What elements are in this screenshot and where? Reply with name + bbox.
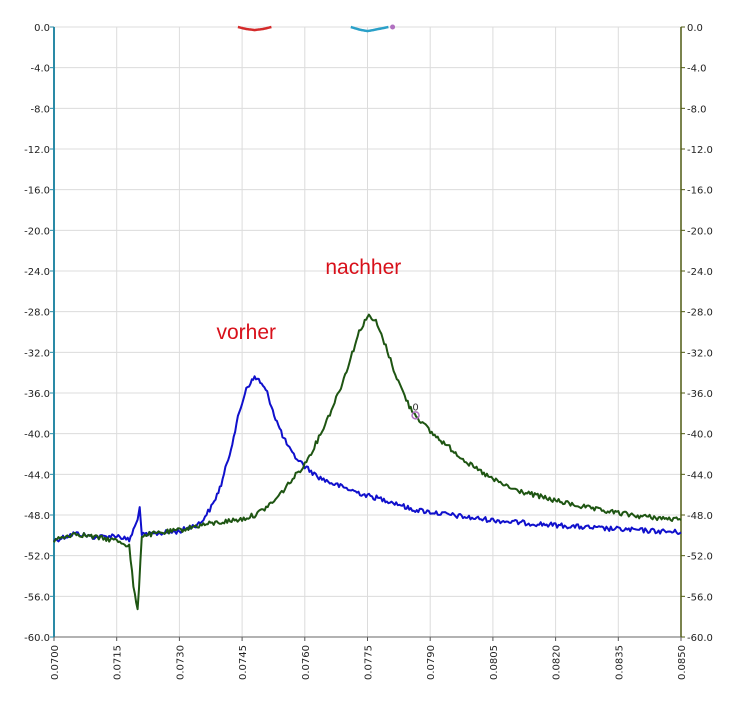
x-tick-label: 0.0760 <box>301 645 312 680</box>
annotation-vorher: vorher <box>217 321 277 344</box>
top-trace-2 <box>350 25 389 33</box>
y-tick-label-right: -32.0 <box>687 348 713 359</box>
y-tick-label-left: -32.0 <box>24 348 50 359</box>
y-tick-label-right: -24.0 <box>687 267 713 278</box>
tick-labels: 0.0 0.0 -4.0 -4.0 -8.0 -8.0 -12.0 -12.0 -16.0 -16… <box>24 23 713 680</box>
y-tick-label-right: -36.0 <box>687 389 713 400</box>
x-tick-label: 0.0745 <box>238 645 249 680</box>
y-tick-label-right: -44.0 <box>687 470 713 481</box>
top-trace-1 <box>237 25 272 32</box>
axes <box>50 26 685 641</box>
y-tick-label-right: -28.0 <box>687 308 713 319</box>
series-line-1 <box>53 375 682 543</box>
y-tick-label-right: -16.0 <box>687 186 713 197</box>
y-tick-label-left: -20.0 <box>24 226 50 237</box>
marker-point <box>411 411 420 420</box>
y-tick-label-left: -4.0 <box>30 64 50 75</box>
y-tick-label-right: -52.0 <box>687 552 713 563</box>
x-tick-label: 0.0820 <box>552 645 563 680</box>
marker-label: 0 <box>412 402 418 413</box>
y-tick-label-right: -4.0 <box>687 64 707 75</box>
grid <box>53 26 682 638</box>
y-tick-label-left: 0.0 <box>34 23 50 34</box>
y-tick-label-right: -48.0 <box>687 511 713 522</box>
y-tick-label-left: -24.0 <box>24 267 50 278</box>
y-tick-label-left: -16.0 <box>24 186 50 197</box>
y-tick-label-left: -48.0 <box>24 511 50 522</box>
series-line-2 <box>53 313 682 611</box>
annotations: 0 vorher nachher <box>217 24 420 420</box>
y-tick-label-right: -56.0 <box>687 592 713 603</box>
series-group <box>53 25 682 611</box>
x-tick-label: 0.0835 <box>614 645 625 680</box>
y-tick-label-right: -20.0 <box>687 226 713 237</box>
x-tick-label: 0.0730 <box>175 645 186 680</box>
top-marker-point <box>390 24 396 30</box>
y-tick-label-left: -8.0 <box>30 104 50 115</box>
y-tick-label-left: -36.0 <box>24 389 50 400</box>
y-tick-label-left: -60.0 <box>24 633 50 644</box>
y-tick-label-right: -60.0 <box>687 633 713 644</box>
y-tick-label-left: -28.0 <box>24 308 50 319</box>
x-tick-label: 0.0715 <box>113 645 124 680</box>
y-tick-label-left: -52.0 <box>24 552 50 563</box>
y-tick-label-left: -40.0 <box>24 430 50 441</box>
y-tick-label-left: -44.0 <box>24 470 50 481</box>
x-tick-label: 0.0805 <box>489 645 500 680</box>
x-tick-label: 0.0790 <box>426 645 437 680</box>
annotation-nachher: nachher <box>325 256 401 279</box>
y-tick-label-right: -40.0 <box>687 430 713 441</box>
y-tick-label-right: -8.0 <box>687 104 707 115</box>
x-tick-label: 0.0700 <box>50 645 61 680</box>
x-tick-label: 0.0850 <box>677 645 688 680</box>
y-tick-label-left: -56.0 <box>24 592 50 603</box>
y-tick-label-left: -12.0 <box>24 145 50 156</box>
y-tick-label-right: 0.0 <box>687 23 703 34</box>
y-tick-label-right: -12.0 <box>687 145 713 156</box>
x-tick-label: 0.0775 <box>364 645 375 680</box>
